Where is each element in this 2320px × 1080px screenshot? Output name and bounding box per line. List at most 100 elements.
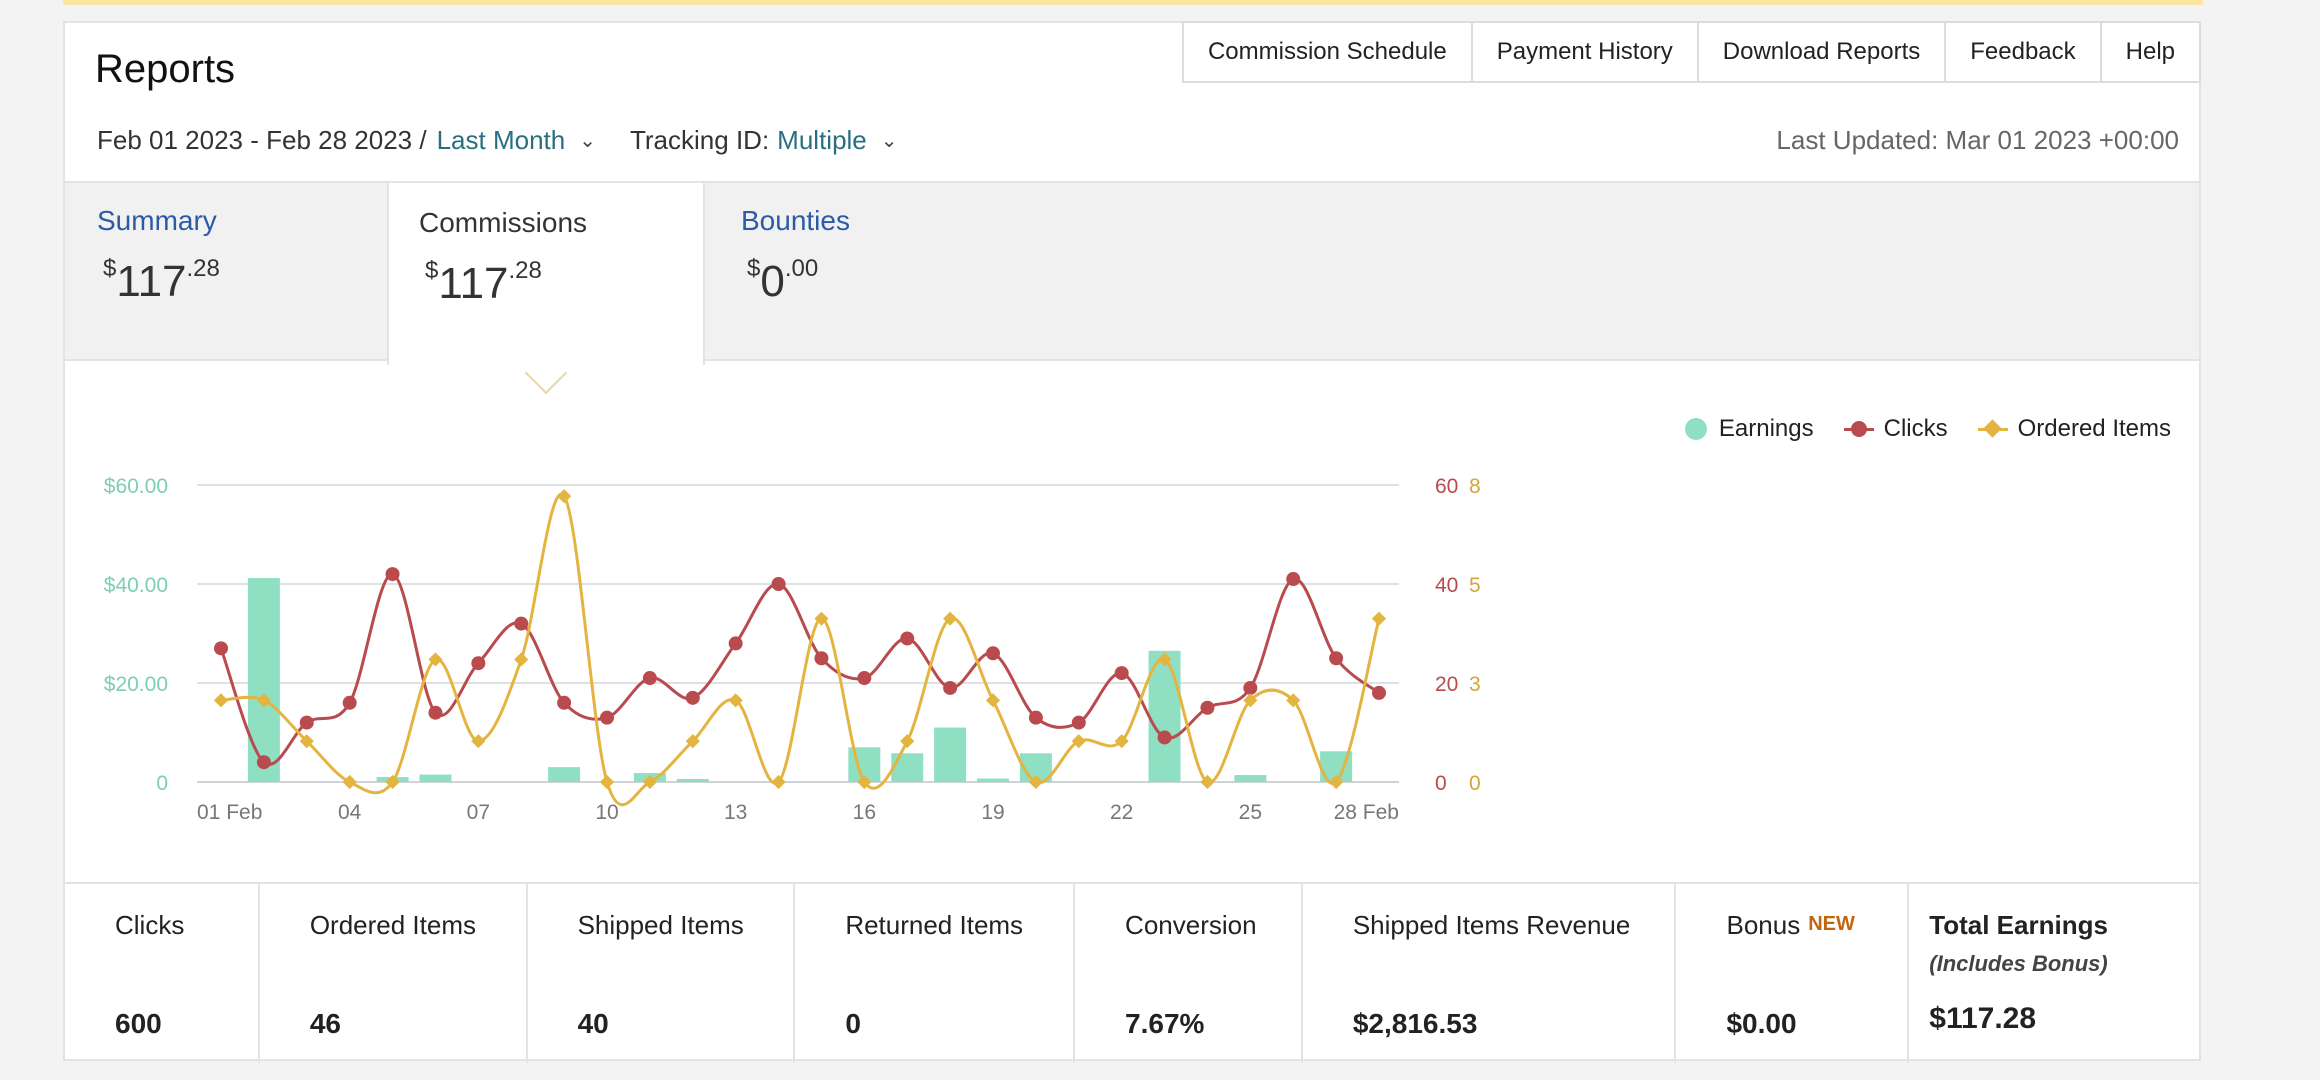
tab-summary[interactable]: Summary $117.28 <box>65 183 387 363</box>
ordered-items-point <box>256 693 271 708</box>
stat-bonus: Bonus NEW $0.00 <box>1676 884 1910 1063</box>
earnings-bar <box>891 753 924 782</box>
stat-conversion: Conversion 7.67% <box>1075 884 1303 1063</box>
period-dropdown[interactable]: Last Month <box>436 125 566 155</box>
clicks-point <box>1286 572 1301 587</box>
ordered-items-point <box>1071 734 1086 749</box>
y-clicks-tick-label: 20 <box>1435 673 1458 696</box>
y-left-tick-label: $40.00 <box>104 574 168 597</box>
ordered-items-point <box>385 774 400 790</box>
ordered-items-point <box>857 774 872 790</box>
stat-label: Clicks <box>115 910 185 940</box>
ordered-items-point <box>685 734 700 749</box>
earnings-bar <box>247 578 280 782</box>
clicks-point <box>557 695 572 710</box>
clicks-point <box>342 695 357 710</box>
ordered-items-point <box>1371 611 1387 626</box>
stat-clicks: Clicks 600 <box>65 884 260 1063</box>
earnings-swatch <box>1684 418 1707 440</box>
clicks-point <box>385 567 400 582</box>
ordered-items-point <box>471 734 486 749</box>
feedback-link[interactable]: Feedback <box>1944 21 2102 83</box>
ordered-items-point <box>771 774 786 790</box>
earnings-bar <box>977 778 1009 782</box>
stat-sublabel: (Includes Bonus) <box>1929 951 2108 976</box>
stat-value: 0 <box>845 1008 861 1039</box>
chevron-down-icon[interactable]: ⌄ <box>880 130 898 152</box>
page-title: Reports <box>95 47 236 91</box>
legend-clicks[interactable]: Clicks <box>1843 415 1948 443</box>
ordered-items-point <box>1028 774 1043 790</box>
earnings-bar <box>1148 650 1181 782</box>
clicks-point <box>1329 651 1344 666</box>
stat-value: 600 <box>115 1008 162 1039</box>
tab-commissions[interactable]: Commissions $117.28 <box>387 181 705 365</box>
clicks-point <box>728 636 743 651</box>
chevron-down-icon[interactable]: ⌄ <box>579 130 596 152</box>
last-updated-text: Last Updated: Mar 01 2023 +00:00 <box>1776 125 2179 155</box>
ordered-items-point <box>728 693 743 708</box>
stat-value: 40 <box>577 1008 609 1039</box>
tab-bounties-label[interactable]: Bounties <box>741 205 850 236</box>
tracking-id-dropdown[interactable]: Multiple <box>777 125 867 155</box>
stat-shipped-items-revenue: Shipped Items Revenue $2,816.53 <box>1303 884 1677 1063</box>
ordered-items-point <box>900 734 915 749</box>
stat-value: $0.00 <box>1726 1008 1797 1039</box>
clicks-point <box>600 710 614 725</box>
ordered-items-point <box>557 489 572 504</box>
legend-ordered-items-label: Ordered Items <box>2017 415 2171 442</box>
y-ordered-tick-label: 5 <box>1469 574 1481 597</box>
tab-bounties[interactable]: Bounties $0.00 <box>709 183 1029 363</box>
clicks-point <box>1157 730 1172 745</box>
y-ordered-tick-label: 8 <box>1469 475 1481 498</box>
tab-bounties-value: $0.00 <box>747 255 819 306</box>
ordered-items-point <box>943 611 958 626</box>
clicks-point <box>814 651 829 666</box>
x-tick-label: 25 <box>1239 801 1262 824</box>
ordered-items-point <box>1329 774 1344 790</box>
tab-summary-label[interactable]: Summary <box>97 205 217 236</box>
download-reports-link[interactable]: Download Reports <box>1696 21 1947 83</box>
clicks-point <box>428 705 443 720</box>
ordered-items-point <box>1157 652 1172 667</box>
stat-value: $117.28 <box>1929 1002 2037 1035</box>
clicks-point <box>214 641 228 656</box>
filter-bar: Feb 01 2023 - Feb 28 2023 / Last Month ⌄… <box>97 125 898 156</box>
ordered-items-line <box>220 492 1381 807</box>
reports-card: Reports Commission Schedule Payment Hist… <box>63 21 2201 1063</box>
ordered-items-swatch <box>1977 418 2008 440</box>
new-badge: NEW <box>1808 913 1855 935</box>
x-tick-label: 22 <box>1110 801 1133 824</box>
clicks-point <box>900 631 915 646</box>
clicks-point <box>1071 715 1086 730</box>
stat-label: Shipped Items Revenue <box>1352 910 1631 940</box>
ordered-items-point <box>1114 734 1129 749</box>
stat-value: 46 <box>309 1008 341 1039</box>
chart-legend: Earnings Clicks Ordered Items <box>1655 415 2171 443</box>
stat-label: Conversion <box>1125 910 1257 940</box>
x-tick-label: 04 <box>338 801 362 824</box>
stat-ordered-items: Ordered Items 46 <box>260 884 528 1063</box>
legend-ordered-items[interactable]: Ordered Items <box>1977 415 2171 443</box>
tab-commissions-label[interactable]: Commissions <box>419 207 588 238</box>
help-link[interactable]: Help <box>2099 21 2201 83</box>
y-ordered-tick-label: 0 <box>1469 772 1481 795</box>
tab-summary-value: $117.28 <box>103 255 220 306</box>
x-tick-label: 10 <box>595 801 618 824</box>
header-links: Commission Schedule Payment History Down… <box>1181 21 2201 83</box>
clicks-point <box>256 755 271 770</box>
ordered-items-point <box>1200 774 1215 790</box>
ordered-items-point <box>428 652 443 667</box>
legend-earnings[interactable]: Earnings <box>1684 415 1814 443</box>
ordered-items-point <box>1243 693 1258 708</box>
clicks-point <box>471 656 486 671</box>
report-tabs: Summary $117.28 Commissions $117.28 Boun… <box>65 181 2199 365</box>
earnings-bar <box>419 774 452 782</box>
clicks-point <box>1200 700 1215 715</box>
ordered-items-point <box>814 611 829 626</box>
clicks-point <box>299 715 314 730</box>
stat-label: Shipped Items <box>577 910 744 940</box>
legend-earnings-label: Earnings <box>1718 415 1814 442</box>
clicks-point <box>1028 710 1043 725</box>
commission-schedule-link[interactable]: Commission Schedule <box>1181 21 1473 83</box>
